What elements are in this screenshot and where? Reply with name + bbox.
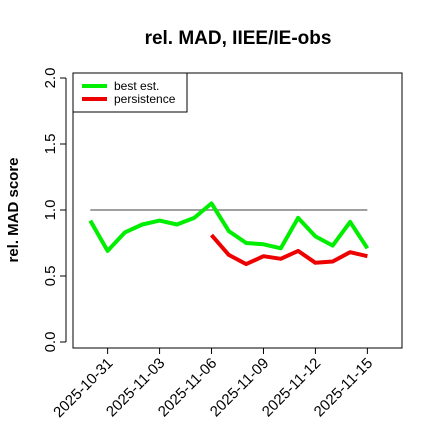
x-axis: 2025-10-312025-11-032025-11-062025-11-09… <box>50 347 376 421</box>
y-tick-label: 0.0 <box>42 332 59 353</box>
legend-label-persistence: persistence <box>114 92 176 106</box>
series-line-best-est <box>88 201 370 253</box>
legend-label-best-est: best est. <box>114 79 159 93</box>
series-line-persistence <box>209 233 368 267</box>
y-tick-label: 2.0 <box>42 68 59 89</box>
y-tick-label: 1.0 <box>42 200 59 221</box>
legend-box <box>72 72 188 113</box>
y-tick-label: 1.5 <box>42 134 59 155</box>
y-axis: 0.0 0.5 1.0 1.5 2.0 <box>42 68 67 353</box>
y-tick-label: 0.5 <box>42 266 59 287</box>
chart-title: rel. MAD, IIEE/IE-obs <box>145 28 332 49</box>
legend: best est.persistence <box>72 72 188 113</box>
y-axis-label: rel. MAD score <box>5 157 22 262</box>
series-lines <box>88 201 370 267</box>
